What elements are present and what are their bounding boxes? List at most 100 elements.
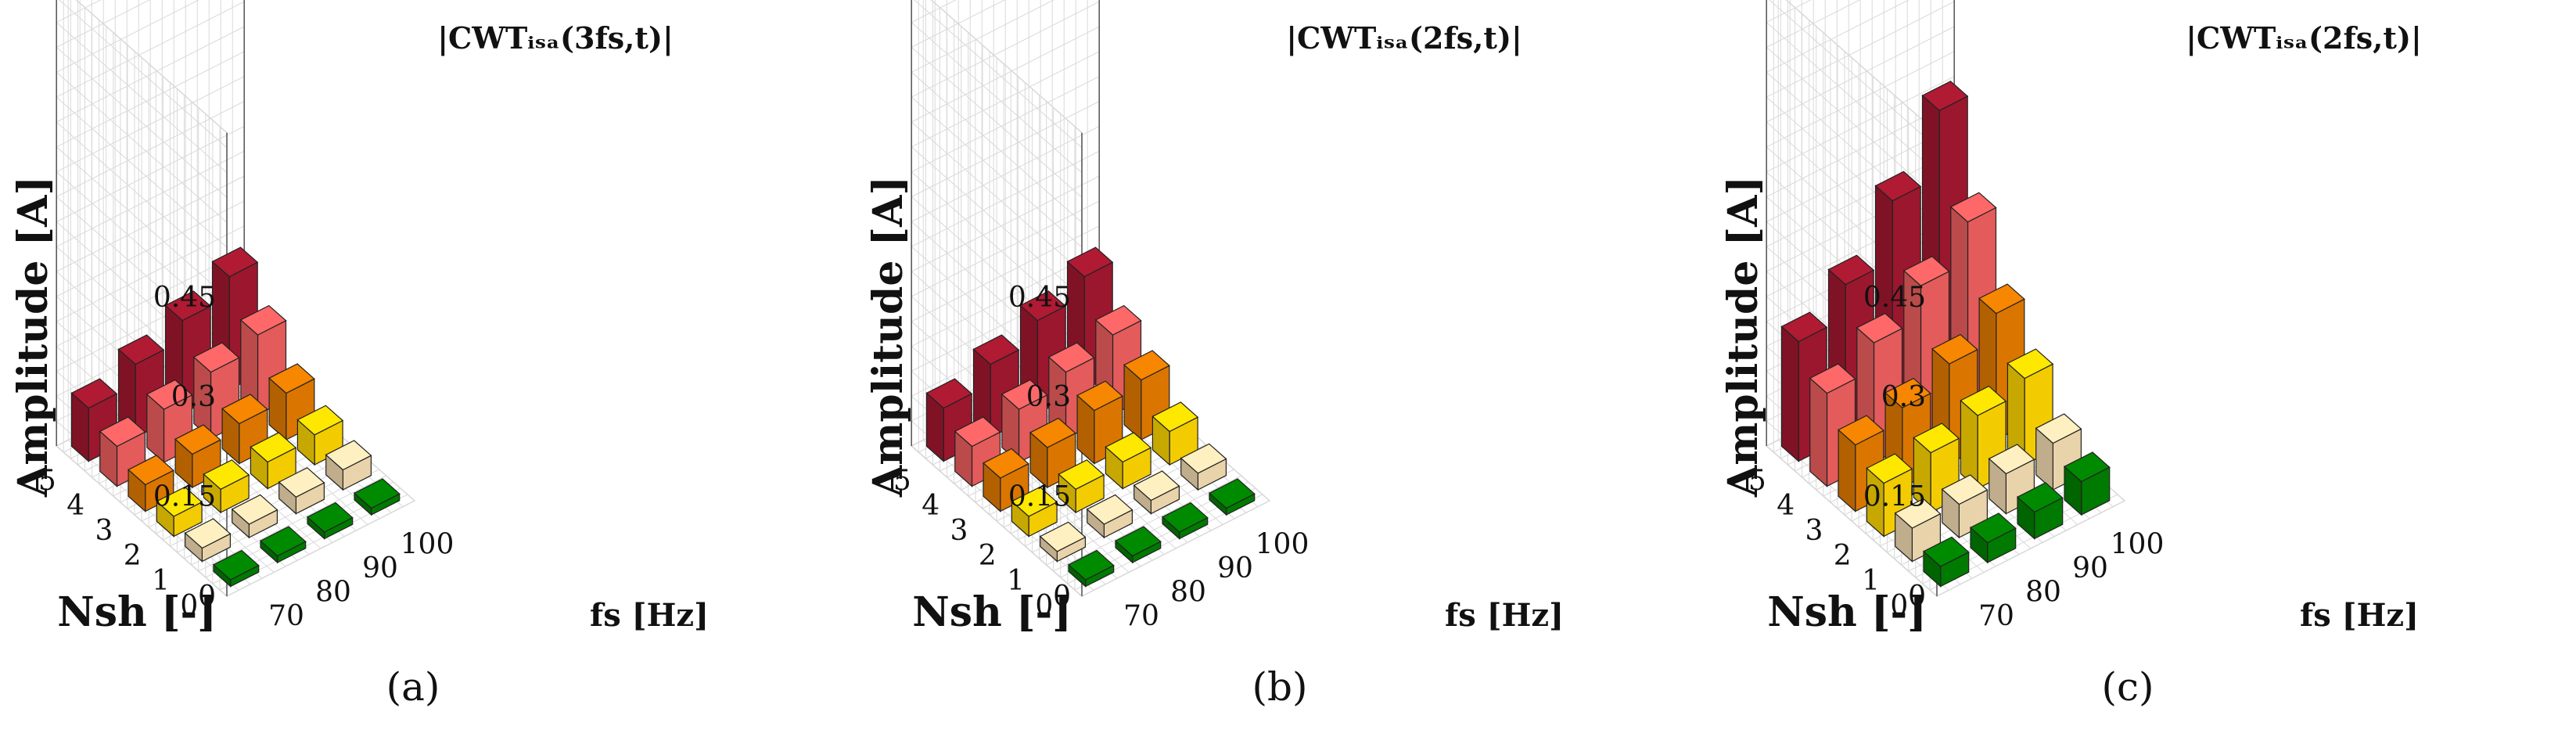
bar-0-100 xyxy=(1208,478,1256,516)
bar-0-90 xyxy=(1161,502,1209,540)
z-tick-label: 0.3 xyxy=(171,381,216,413)
bar-top-face xyxy=(1047,342,1095,373)
bar-top-face xyxy=(1827,254,1875,286)
bar-top-face xyxy=(1988,444,2035,475)
bar-top-face xyxy=(1094,304,1142,336)
y-tick-label: 1 xyxy=(1007,565,1025,597)
y-tick-label: 0 xyxy=(180,590,198,622)
x-tick-label: 80 xyxy=(315,576,351,608)
bar-top-face xyxy=(1001,379,1048,410)
bar-top-face xyxy=(1029,417,1076,448)
bar-top-face xyxy=(184,518,232,549)
bars xyxy=(925,246,1256,588)
bar-2-90 xyxy=(1960,385,2007,490)
bar-top-face xyxy=(1066,246,1114,278)
x-tick-label: 100 xyxy=(2111,528,2165,560)
chart-title: |CWTᵢₛₐ(2fs,t)| xyxy=(2186,20,2422,56)
y-tick-label: 4 xyxy=(1777,490,1795,522)
bar-2-70 xyxy=(1011,486,1058,538)
bar-top-face xyxy=(231,494,278,525)
bar-top-face xyxy=(972,334,1020,365)
x-tick-label: 90 xyxy=(362,552,398,584)
panel-caption: (a) xyxy=(386,664,440,710)
bar-0-80 xyxy=(259,526,307,564)
z-tick-label: 0.15 xyxy=(1008,481,1071,513)
x-axis-label: fs [Hz] xyxy=(1445,597,1564,634)
bar-top-face xyxy=(278,467,325,498)
bar-top-face xyxy=(1866,453,1913,484)
bar-1-100 xyxy=(2035,413,2082,491)
bar-2-90 xyxy=(1105,432,1152,490)
z-axis-label: Amplitude [A] xyxy=(864,176,912,498)
chart-title: |CWTᵢₛₐ(2fs,t)| xyxy=(1286,20,1522,56)
bar-top-face xyxy=(1076,380,1123,412)
bar-0-70 xyxy=(1922,536,1970,588)
bar-top-face xyxy=(1874,171,1922,202)
bar-top-face xyxy=(1133,470,1180,502)
bar-1-80 xyxy=(1941,474,1989,539)
y-tick-label: 3 xyxy=(1805,515,1823,547)
bar-0-70 xyxy=(1067,549,1115,588)
bar-top-face xyxy=(925,378,973,409)
bar-side-face xyxy=(1780,325,1799,462)
floor-grid-line xyxy=(1053,475,1241,572)
bar-top-face xyxy=(212,549,260,581)
bar-top-face xyxy=(983,448,1029,479)
bar-top-face xyxy=(1902,255,1950,286)
bar-1-70 xyxy=(184,518,232,563)
bar-top-face xyxy=(2007,348,2054,379)
bar-top-face xyxy=(117,334,165,365)
bar-top-face xyxy=(1067,549,1115,581)
bar-3-100 xyxy=(1123,350,1170,441)
y-tick-label: 3 xyxy=(950,515,968,547)
bar-top-face xyxy=(174,424,221,455)
bar-top-face xyxy=(353,478,401,509)
bar-top-face xyxy=(221,394,268,425)
bar-top-face xyxy=(2016,482,2064,513)
bar-top-face xyxy=(1180,443,1227,474)
bar-top-face xyxy=(99,416,146,448)
x-tick-label: 70 xyxy=(1123,600,1159,632)
bar-top-face xyxy=(250,432,297,463)
bar-top-face xyxy=(1856,312,1903,343)
floor-grid-line xyxy=(1081,500,1270,597)
y-tick-label: 5 xyxy=(1748,465,1766,497)
bar-0-90 xyxy=(306,502,354,540)
bar-3-70 xyxy=(128,455,174,512)
y-tick-label: 5 xyxy=(38,465,56,497)
floor-grid-line xyxy=(226,500,415,597)
bar-top-face xyxy=(1969,512,2017,544)
bar-top-face xyxy=(1161,502,1209,533)
bar-top-face xyxy=(2035,413,2082,444)
bar-top-face xyxy=(192,342,240,373)
bar-1-80 xyxy=(1086,494,1134,539)
bar-0-100 xyxy=(353,478,401,516)
z-tick-label: 0.3 xyxy=(1881,381,1926,413)
y-tick-label: 5 xyxy=(893,465,911,497)
y-axis-label: Nsh [-] xyxy=(1767,588,1927,636)
x-tick-label: 90 xyxy=(2072,552,2108,584)
bar-side-face xyxy=(1809,377,1828,487)
bar-1-70 xyxy=(1894,498,1942,563)
bar-top-face xyxy=(1086,494,1134,525)
bar-top-face xyxy=(1978,283,2025,315)
y-tick-label: 1 xyxy=(152,565,170,597)
z-tick-label: 0.45 xyxy=(153,282,216,314)
bar-top-face xyxy=(1922,536,1970,567)
bar-top-face xyxy=(1114,526,1162,557)
bar-top-face xyxy=(239,304,287,336)
bar-top-face xyxy=(164,290,212,322)
z-tick-label: 0 xyxy=(198,581,216,613)
bar-0-80 xyxy=(1114,526,1162,564)
bar-1-80 xyxy=(231,494,278,539)
y-axis-label: Nsh [-] xyxy=(57,588,217,636)
bar-top-face xyxy=(1894,498,1942,529)
bar-1-70 xyxy=(1039,521,1087,563)
z-tick-label: 0 xyxy=(1053,581,1071,613)
z-axis-label: Amplitude [A] xyxy=(9,176,57,498)
